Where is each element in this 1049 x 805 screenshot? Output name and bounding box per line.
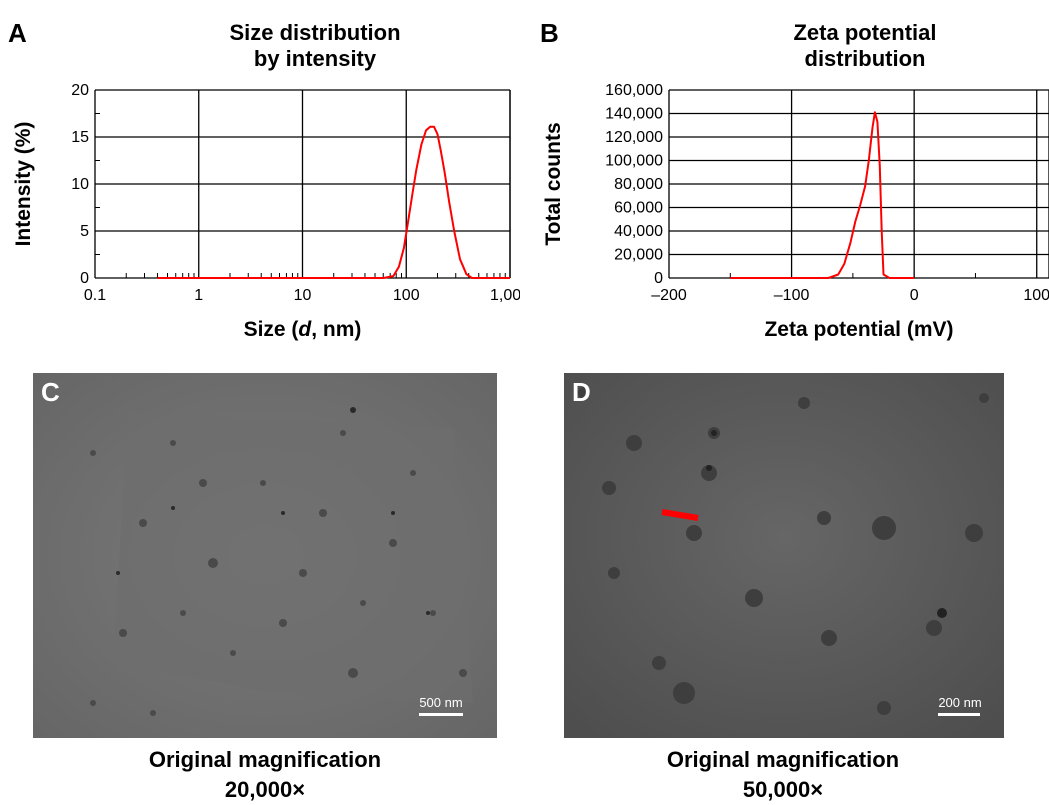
y-tick-label: 60,000: [614, 200, 663, 217]
chart-b-title: Zeta potential distribution: [740, 20, 990, 72]
x-axis-label: Size (d, nm): [244, 318, 362, 341]
x-axis-label: Zeta potential (mV): [764, 318, 953, 341]
panel-b-letter: B: [540, 18, 559, 48]
chart-a-title-line1: Size distribution: [229, 20, 401, 45]
x-tick-label: 100: [1023, 287, 1049, 304]
x-tick-label: –100: [774, 287, 810, 304]
y-tick-label: 0: [80, 270, 89, 287]
y-tick-label: 20: [71, 82, 89, 99]
scale-bar-c: [419, 713, 463, 716]
micrograph-d-letter: D: [572, 377, 591, 407]
y-axis-label: Intensity (%): [12, 122, 35, 247]
x-tick-label: 1: [194, 287, 203, 304]
micrograph-c: C 500 nm: [33, 373, 497, 738]
panel-a-letter: A: [8, 18, 27, 48]
y-tick-label: 0: [654, 270, 663, 287]
y-axis-label: Total counts: [542, 122, 565, 245]
micrograph-c-image: [33, 373, 497, 738]
y-tick-label: 5: [80, 223, 89, 240]
caption-c-line1: Original magnification: [148, 747, 382, 772]
x-tick-label: 100: [393, 287, 420, 304]
y-tick-label: 100,000: [605, 153, 663, 170]
scale-label-d: 200 nm: [938, 695, 982, 710]
x-tick-label: 1,000: [490, 287, 520, 304]
y-tick-label: 140,000: [605, 106, 663, 123]
scale-bar-d: [938, 713, 980, 716]
caption-d: Original magnification 50,000×: [608, 745, 958, 805]
red-arrow: [661, 509, 699, 521]
chart-b: 0 20,000 40,000 60,000 80,000 100,000 120,000 1…: [542, 82, 1049, 341]
chart-a: 0 5 10 15 20 0.1 1 10 100 1,000 Size (d, nm) Intens…: [12, 82, 520, 341]
y-tick-label: 120,000: [605, 129, 663, 146]
y-tick-label: 15: [71, 129, 89, 146]
y-tick-label: 80,000: [614, 176, 663, 193]
scale-label-c: 500 nm: [419, 695, 463, 710]
caption-d-line2: 50,000×: [742, 777, 824, 802]
y-tick-label: 40,000: [614, 223, 663, 240]
x-tick-label: 10: [294, 287, 312, 304]
micrograph-d-image: [564, 373, 1004, 738]
chart-b-title-line1: Zeta potential: [793, 20, 937, 45]
y-tick-label: 10: [71, 176, 89, 193]
caption-c-line2: 20,000×: [224, 777, 306, 802]
caption-c: Original magnification 20,000×: [90, 745, 440, 805]
series-line-0: [157, 125, 510, 279]
series-line-0: [730, 111, 915, 279]
caption-d-line1: Original magnification: [666, 747, 900, 772]
y-tick-label: 160,000: [605, 82, 663, 99]
chart-a-title: Size distribution by intensity: [190, 20, 440, 72]
x-tick-label: –200: [651, 287, 687, 304]
micrograph-c-letter: C: [41, 377, 60, 407]
micrograph-d: D 200 nm: [564, 373, 1004, 738]
chart-b-title-line2: distribution: [804, 46, 926, 71]
chart-a-title-line2: by intensity: [253, 46, 377, 71]
y-tick-label: 20,000: [614, 247, 663, 264]
x-tick-label: 0: [910, 287, 919, 304]
x-tick-label: 0.1: [84, 287, 106, 304]
